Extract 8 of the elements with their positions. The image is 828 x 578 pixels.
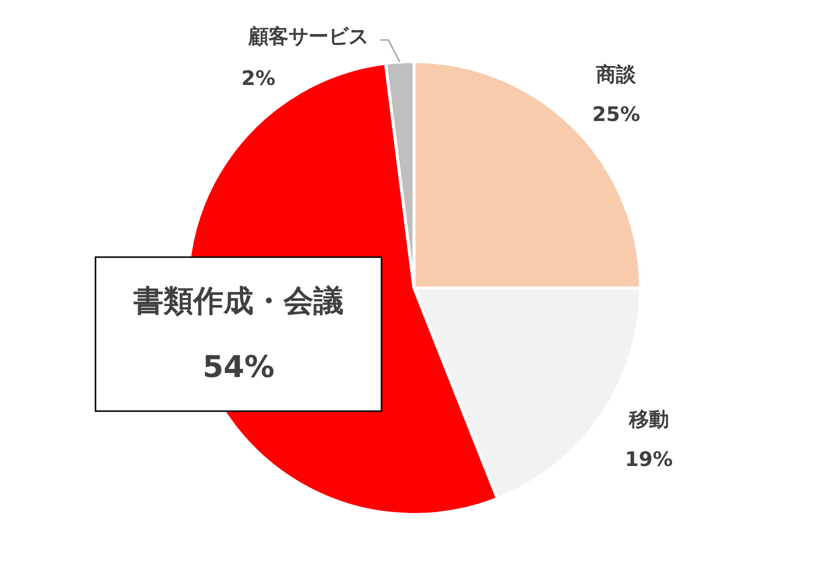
- slice-label: 商談: [595, 62, 638, 86]
- data-label: 19%: [624, 446, 673, 471]
- slice-label: 書類作成・会議: [133, 284, 344, 319]
- slice-label: 移動: [628, 406, 669, 431]
- data-label: 25%: [592, 102, 640, 126]
- data-label: 2%: [241, 66, 276, 90]
- data-label: 54%: [202, 350, 274, 385]
- slice-label: 顧客サービス: [247, 24, 368, 48]
